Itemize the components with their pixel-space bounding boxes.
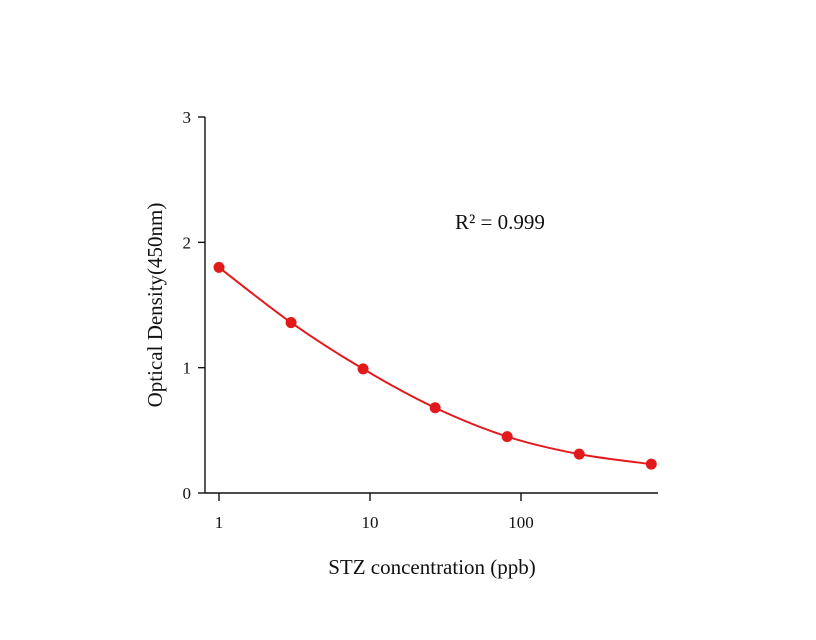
y-tick-label: 1 [183,359,192,378]
data-point [429,402,441,414]
x-tick-label: 1 [215,513,224,532]
x-tick-label: 100 [508,513,534,532]
data-point [357,363,369,375]
data-point [285,317,297,329]
x-ticks: 1 10 100 [215,493,534,532]
axes: 0 1 2 3 1 10 100 [183,108,658,532]
r-squared-annotation: R² = 0.999 [455,210,545,234]
y-ticks: 0 1 2 3 [183,108,205,503]
data-point [645,458,657,470]
y-tick-label: 2 [183,233,192,252]
y-axis-title: Optical Density(450nm) [143,203,167,408]
x-tick-label: 10 [362,513,379,532]
x-axis-title: STZ concentration (ppb) [328,555,536,579]
fit-curve [218,266,652,466]
data-point [213,261,225,273]
y-tick-label: 3 [183,108,192,127]
data-point [501,431,513,443]
data-points [213,261,657,470]
y-tick-label: 0 [183,484,192,503]
data-point [573,448,585,460]
